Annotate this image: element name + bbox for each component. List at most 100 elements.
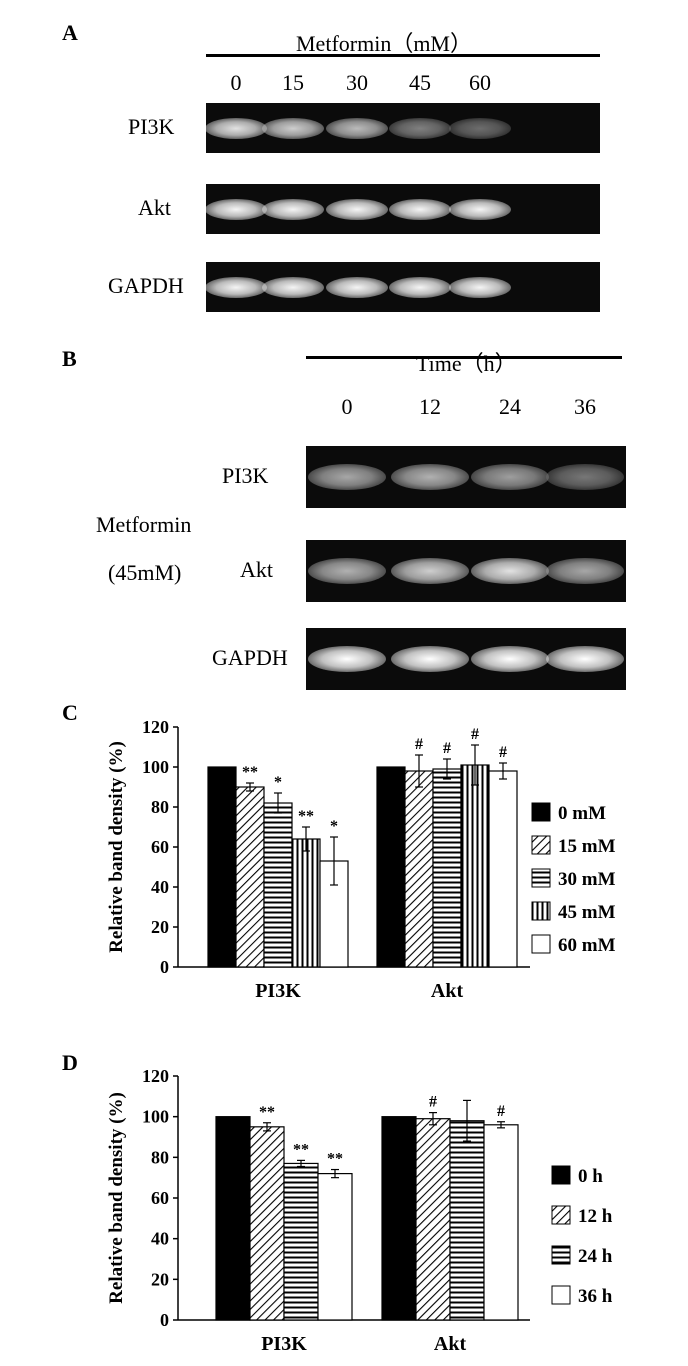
legend-swatch bbox=[551, 1245, 571, 1265]
gel-band bbox=[308, 464, 386, 490]
legend-label: 0 mM bbox=[558, 803, 606, 824]
legend-label: 60 mM bbox=[558, 935, 616, 956]
legend-label: 12 h bbox=[578, 1206, 613, 1227]
bar bbox=[404, 770, 434, 968]
bar bbox=[235, 786, 265, 968]
bar bbox=[283, 1162, 319, 1321]
gel-band bbox=[389, 276, 451, 298]
legend-swatch bbox=[531, 802, 551, 822]
gel-strip bbox=[306, 540, 626, 602]
gel-band bbox=[449, 198, 511, 220]
bar bbox=[449, 1120, 485, 1321]
gel-strip bbox=[206, 184, 600, 234]
significance-mark: ** bbox=[327, 1151, 343, 1168]
gel-strip bbox=[206, 262, 600, 312]
legend-label: 24 h bbox=[578, 1246, 613, 1267]
gel-band bbox=[391, 646, 469, 672]
y-tick-label: 100 bbox=[142, 1107, 169, 1127]
significance-mark: ** bbox=[242, 764, 258, 781]
bar bbox=[381, 1116, 417, 1321]
gel-band bbox=[262, 117, 324, 139]
significance-mark: ** bbox=[293, 1141, 309, 1158]
gel-band bbox=[326, 117, 388, 139]
gel-band bbox=[391, 464, 469, 490]
y-tick-label: 40 bbox=[151, 877, 169, 897]
y-axis-label: Relative band density (%) bbox=[106, 741, 127, 953]
y-tick-label: 80 bbox=[151, 1147, 169, 1167]
gel-band bbox=[262, 276, 324, 298]
gel-band bbox=[326, 198, 388, 220]
gel-band bbox=[308, 558, 386, 584]
lane-label: 60 bbox=[469, 70, 491, 95]
gel-band bbox=[546, 464, 624, 490]
panel-label-c: C bbox=[62, 700, 78, 725]
gel-band bbox=[206, 198, 267, 220]
bar bbox=[488, 770, 518, 968]
y-tick-label: 80 bbox=[151, 797, 169, 817]
significance-mark: ** bbox=[259, 1104, 275, 1121]
gel-band bbox=[389, 117, 451, 139]
gel-band bbox=[206, 276, 267, 298]
x-category-label: Akt bbox=[431, 980, 464, 1002]
lane-label: 36 bbox=[574, 394, 596, 419]
panel-label-a: A bbox=[62, 20, 78, 45]
y-tick-label: 40 bbox=[151, 1229, 169, 1249]
panel-label-b: B bbox=[62, 346, 77, 371]
gel-row-label: Akt bbox=[240, 557, 273, 582]
lane-label: 45 bbox=[409, 70, 431, 95]
panel-a-header: Metformin（mM） bbox=[296, 31, 472, 56]
legend-label: 36 h bbox=[578, 1286, 613, 1307]
legend-swatch bbox=[531, 868, 551, 888]
bar bbox=[263, 802, 293, 968]
gel-band bbox=[262, 198, 324, 220]
bar bbox=[483, 1124, 519, 1321]
chart-c: Relative band density (%) 0 20 40 60 80 100 120… bbox=[106, 717, 616, 1002]
gel-row-label: GAPDH bbox=[108, 273, 184, 298]
y-tick-label: 0 bbox=[160, 1310, 169, 1330]
y-tick-label: 20 bbox=[151, 917, 169, 937]
gel-band bbox=[206, 117, 267, 139]
legend-label: 45 mM bbox=[558, 902, 616, 923]
significance-mark: * bbox=[330, 818, 338, 835]
lane-label: 15 bbox=[282, 70, 304, 95]
gel-band bbox=[449, 117, 511, 139]
bar bbox=[415, 1118, 451, 1321]
gel-strip bbox=[306, 446, 626, 508]
y-tick-label: 120 bbox=[142, 717, 169, 737]
gel-band bbox=[391, 558, 469, 584]
y-tick-label: 60 bbox=[151, 837, 169, 857]
legend-swatch bbox=[551, 1165, 571, 1185]
panel-b-side-label-line2: (45mM) bbox=[108, 560, 182, 585]
y-tick-label: 0 bbox=[160, 957, 169, 977]
lane-label: 12 bbox=[419, 394, 441, 419]
significance-mark: # bbox=[497, 1103, 505, 1120]
bar bbox=[215, 1116, 251, 1321]
gel-band bbox=[308, 646, 386, 672]
gel-band bbox=[471, 464, 549, 490]
gel-band bbox=[389, 198, 451, 220]
panel-b-header-rule bbox=[306, 356, 622, 359]
legend-label: 15 mM bbox=[558, 836, 616, 857]
legend-swatch bbox=[551, 1285, 571, 1305]
gel-band bbox=[449, 276, 511, 298]
gel-band bbox=[546, 646, 624, 672]
legend-swatch bbox=[531, 835, 551, 855]
significance-mark: # bbox=[415, 736, 423, 753]
significance-mark: * bbox=[274, 774, 282, 791]
gel-strip bbox=[306, 628, 626, 690]
bar bbox=[376, 766, 406, 968]
gel-band bbox=[546, 558, 624, 584]
gel-band bbox=[471, 558, 549, 584]
gel-band bbox=[326, 276, 388, 298]
lane-label: 0 bbox=[341, 394, 353, 419]
significance-mark: # bbox=[471, 726, 479, 743]
gel-band bbox=[471, 646, 549, 672]
x-category-label: PI3K bbox=[255, 980, 301, 1002]
bar bbox=[249, 1126, 285, 1321]
panel-b-side-label-line1: Metformin bbox=[96, 512, 192, 537]
significance-mark: # bbox=[499, 744, 507, 761]
legend-label: 0 h bbox=[578, 1166, 603, 1187]
gel-row-label: PI3K bbox=[128, 114, 175, 139]
bar bbox=[291, 838, 321, 968]
gel-strip bbox=[206, 103, 600, 153]
